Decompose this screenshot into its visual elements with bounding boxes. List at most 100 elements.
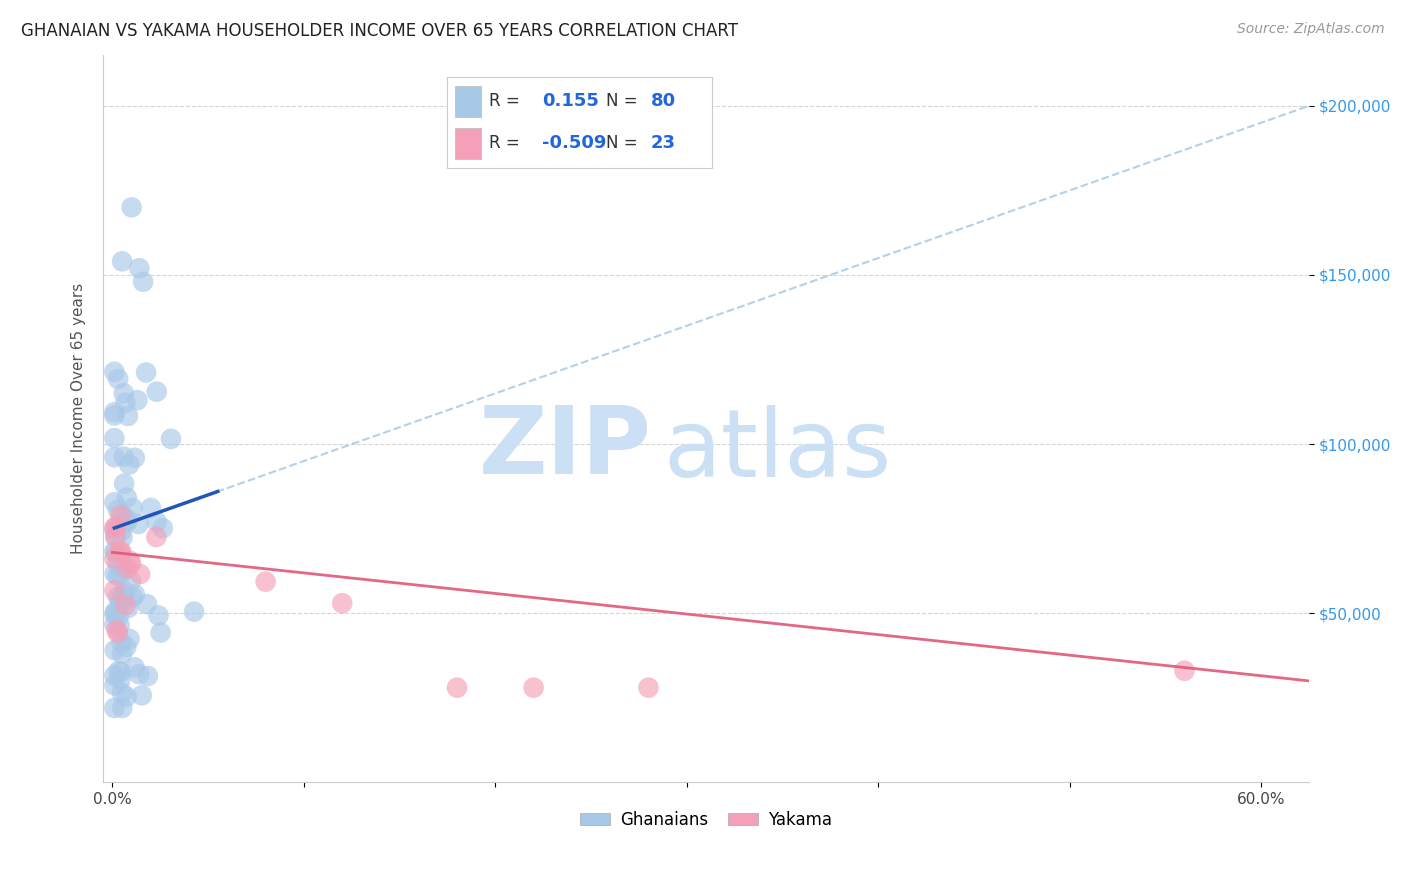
Point bbox=[103, 405, 125, 419]
Point bbox=[110, 508, 132, 522]
Point bbox=[110, 635, 132, 649]
Point bbox=[110, 545, 132, 559]
Point bbox=[127, 516, 149, 531]
Point bbox=[111, 701, 134, 715]
Point bbox=[107, 626, 129, 640]
Point bbox=[117, 409, 139, 423]
Point bbox=[446, 681, 468, 695]
Point bbox=[118, 458, 141, 472]
Point bbox=[103, 678, 125, 692]
Point bbox=[107, 590, 129, 604]
Point bbox=[139, 500, 162, 515]
Point bbox=[107, 372, 129, 386]
Point bbox=[254, 574, 277, 589]
Point bbox=[114, 584, 136, 599]
Y-axis label: Householder Income Over 65 years: Householder Income Over 65 years bbox=[72, 283, 86, 554]
Point bbox=[103, 551, 125, 566]
Point bbox=[120, 557, 142, 571]
Point bbox=[103, 521, 125, 535]
Point bbox=[110, 567, 132, 582]
Point bbox=[637, 681, 659, 695]
Point bbox=[128, 261, 150, 276]
Point bbox=[111, 254, 134, 268]
Point bbox=[118, 632, 141, 646]
Point bbox=[110, 594, 132, 608]
Point bbox=[117, 513, 139, 527]
Point bbox=[145, 384, 167, 399]
Text: atlas: atlas bbox=[664, 406, 891, 498]
Legend: Ghanaians, Yakama: Ghanaians, Yakama bbox=[574, 805, 838, 836]
Point bbox=[121, 200, 143, 214]
Point bbox=[110, 597, 132, 611]
Point bbox=[117, 601, 139, 615]
Point bbox=[121, 501, 143, 516]
Point bbox=[107, 502, 129, 516]
Point bbox=[112, 476, 135, 491]
Point bbox=[112, 386, 135, 401]
Point bbox=[145, 530, 167, 544]
Point bbox=[111, 686, 134, 700]
Point bbox=[103, 450, 125, 465]
Point bbox=[105, 623, 128, 637]
Point bbox=[103, 365, 125, 379]
Point bbox=[112, 450, 135, 464]
Point bbox=[127, 393, 149, 408]
Point bbox=[103, 409, 125, 423]
Point bbox=[115, 690, 138, 704]
Point bbox=[110, 665, 132, 679]
Point bbox=[104, 643, 127, 657]
Point bbox=[160, 432, 183, 446]
Point bbox=[115, 640, 138, 654]
Point bbox=[330, 596, 353, 610]
Point bbox=[136, 597, 159, 611]
Point bbox=[104, 566, 127, 581]
Point bbox=[121, 591, 143, 605]
Point bbox=[111, 561, 134, 575]
Point bbox=[1173, 664, 1195, 678]
Text: GHANAIAN VS YAKAMA HOUSEHOLDER INCOME OVER 65 YEARS CORRELATION CHART: GHANAIAN VS YAKAMA HOUSEHOLDER INCOME OV… bbox=[21, 22, 738, 40]
Point bbox=[105, 519, 128, 533]
Point bbox=[103, 583, 125, 598]
Point bbox=[103, 431, 125, 445]
Point bbox=[104, 604, 127, 618]
Point bbox=[131, 688, 153, 702]
Point bbox=[111, 524, 134, 538]
Point bbox=[114, 396, 136, 410]
Point bbox=[107, 664, 129, 678]
Point bbox=[108, 545, 131, 559]
Point bbox=[523, 681, 546, 695]
Point bbox=[104, 530, 127, 544]
Point bbox=[107, 556, 129, 570]
Point bbox=[183, 605, 205, 619]
Point bbox=[132, 275, 155, 289]
Point bbox=[124, 587, 146, 601]
Point bbox=[103, 495, 125, 509]
Point bbox=[115, 561, 138, 575]
Point bbox=[115, 516, 138, 530]
Point bbox=[105, 530, 128, 544]
Text: ZIP: ZIP bbox=[479, 401, 651, 494]
Point bbox=[120, 574, 142, 588]
Point bbox=[118, 554, 141, 568]
Point bbox=[110, 545, 132, 559]
Point bbox=[108, 618, 131, 632]
Point bbox=[104, 545, 127, 559]
Point bbox=[103, 701, 125, 715]
Point bbox=[107, 569, 129, 583]
Point bbox=[103, 668, 125, 682]
Point bbox=[152, 521, 174, 535]
Point bbox=[110, 673, 132, 687]
Point bbox=[114, 598, 136, 612]
Point bbox=[135, 366, 157, 380]
Point bbox=[129, 567, 152, 582]
Point bbox=[103, 544, 125, 558]
Point bbox=[124, 660, 146, 674]
Point bbox=[146, 515, 169, 529]
Point bbox=[112, 587, 135, 601]
Point bbox=[103, 607, 125, 621]
Point bbox=[103, 524, 125, 538]
Point bbox=[124, 450, 146, 465]
Text: Source: ZipAtlas.com: Source: ZipAtlas.com bbox=[1237, 22, 1385, 37]
Point bbox=[128, 667, 150, 681]
Point bbox=[111, 531, 134, 545]
